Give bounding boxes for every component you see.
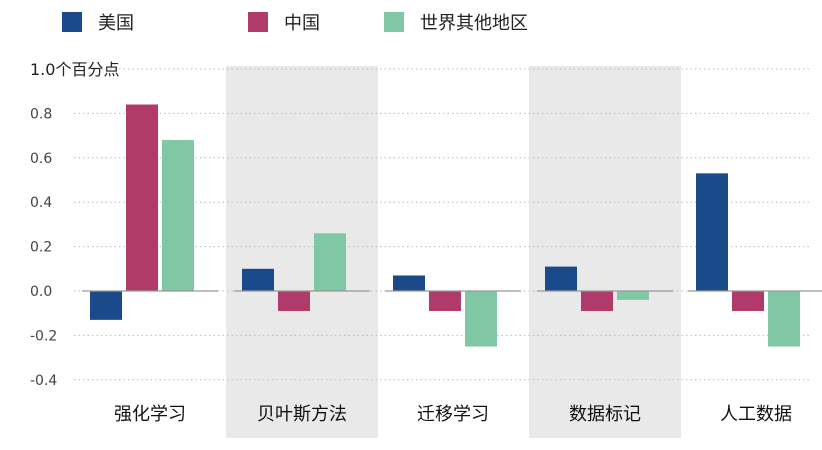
bar bbox=[581, 291, 613, 311]
category-label: 贝叶斯方法 bbox=[257, 404, 347, 425]
y-tick-label: 0.2 bbox=[30, 240, 52, 256]
bar bbox=[768, 291, 800, 347]
y-axis-label: 1.0个百分点 bbox=[30, 60, 119, 79]
y-tick-label: -0.4 bbox=[30, 373, 57, 389]
bar bbox=[162, 140, 194, 291]
y-tick-label: 0.4 bbox=[30, 195, 52, 211]
y-tick-label: -0.2 bbox=[30, 328, 57, 344]
bar bbox=[465, 291, 497, 347]
legend: 美国 中国 世界其他地区 bbox=[62, 12, 528, 34]
bar bbox=[314, 233, 346, 291]
bar bbox=[242, 268, 274, 291]
legend-swatch bbox=[62, 12, 82, 32]
category-label: 迁移学习 bbox=[417, 404, 489, 425]
y-ticks: 0.8 0.6 0.4 0.2 0.0 -0.2 -0.4 bbox=[30, 106, 57, 388]
category-shading bbox=[226, 66, 681, 438]
legend-swatch bbox=[248, 12, 268, 32]
category-label: 强化学习 bbox=[114, 404, 186, 425]
legend-label: 世界其他地区 bbox=[420, 13, 528, 34]
category-shade bbox=[529, 66, 681, 438]
y-tick-label: 0.8 bbox=[30, 106, 52, 122]
category-label: 数据标记 bbox=[569, 404, 641, 425]
bar bbox=[617, 291, 649, 300]
y-tick-label: 0.6 bbox=[30, 151, 52, 167]
bars bbox=[82, 104, 822, 347]
bar bbox=[278, 291, 310, 311]
bar bbox=[545, 266, 577, 291]
category-label: 人工数据 bbox=[720, 404, 792, 425]
bar bbox=[732, 291, 764, 311]
legend-label: 美国 bbox=[98, 13, 134, 34]
legend-label: 中国 bbox=[284, 13, 320, 34]
y-tick-label: 0.0 bbox=[30, 284, 52, 300]
bar bbox=[126, 104, 158, 292]
bar bbox=[429, 291, 461, 311]
legend-swatch bbox=[384, 12, 404, 32]
bar bbox=[393, 275, 425, 291]
bar bbox=[696, 173, 728, 291]
category-shade bbox=[226, 66, 378, 438]
category-labels: 强化学习 贝叶斯方法 迁移学习 数据标记 人工数据 bbox=[114, 404, 792, 425]
bar bbox=[90, 291, 122, 320]
